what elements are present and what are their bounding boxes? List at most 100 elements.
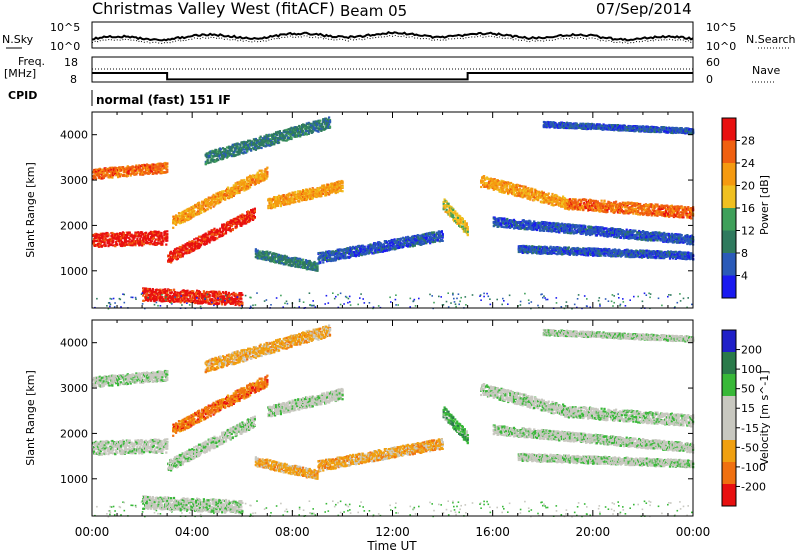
heatmap-cell: [502, 187, 505, 190]
heatmap-cell: [216, 237, 219, 240]
heatmap-cell: [152, 236, 155, 240]
heatmap-cell: [106, 232, 109, 235]
heatmap-cell: [485, 177, 488, 180]
heatmap-cell: [259, 173, 262, 176]
heatmap-cell: [320, 195, 323, 198]
heatmap-cell: [267, 137, 270, 140]
heatmap-cell: [101, 237, 104, 240]
heatmap-cell: [226, 194, 229, 197]
heatmap-cell: [277, 253, 281, 256]
heatmap-cell: [424, 234, 427, 237]
heatmap-cell: [510, 188, 513, 191]
heatmap-cell: [287, 256, 290, 259]
heatmap-cell: [127, 172, 130, 175]
freq-label: Freq.: [18, 55, 45, 68]
heatmap-cell: [357, 254, 360, 257]
heatmap-cell: [193, 211, 196, 215]
heatmap-cell: [263, 135, 266, 138]
heatmap-cell: [392, 243, 395, 246]
heatmap-cell: [192, 205, 195, 208]
heatmap-cell: [144, 170, 147, 173]
heatmap-cell: [111, 176, 114, 179]
heatmap-cell: [131, 236, 134, 239]
heatmap-cell: [330, 253, 334, 256]
heatmap-cell: [348, 252, 351, 255]
heatmap-cell: [256, 139, 259, 142]
heatmap-cell: [269, 251, 272, 254]
heatmap-cell: [521, 196, 524, 199]
heatmap-cell: [316, 269, 319, 272]
heatmap-cell: [256, 178, 259, 181]
heatmap-cell: [153, 240, 156, 243]
heatmap-cell: [283, 254, 286, 257]
heatmap-cell: [189, 209, 192, 212]
heatmap-cell: [406, 241, 409, 244]
heatmap-cell: [430, 232, 433, 235]
heatmap-cell: [324, 258, 327, 261]
heatmap-cell: [298, 200, 301, 203]
heatmap-cell: [342, 257, 345, 260]
heatmap-cell: [287, 194, 290, 197]
heatmap-cell: [389, 244, 392, 247]
heatmap-cell: [224, 148, 227, 151]
nsky-trace: [91, 31, 694, 42]
heatmap-cell: [489, 177, 492, 180]
heatmap-cell: [154, 163, 157, 166]
heatmap-cell: [115, 240, 118, 243]
heatmap-cell: [460, 220, 464, 223]
heatmap-cell: [379, 250, 382, 253]
heatmap-cell: [331, 187, 334, 190]
heatmap-cell: [337, 180, 340, 183]
heatmap-cell: [119, 239, 123, 242]
heatmap-cell: [135, 232, 138, 236]
heatmap-cell: [165, 243, 168, 246]
heatmap-cell: [339, 249, 342, 252]
heatmap-cell: [529, 191, 532, 194]
heatmap-cell: [296, 196, 299, 199]
heatmap-cell: [250, 140, 254, 143]
heatmap-cell: [230, 224, 233, 228]
heatmap-cell: [445, 200, 448, 203]
heatmap-cell: [528, 192, 531, 195]
heatmap-cell: [231, 192, 234, 195]
heatmap-cell: [408, 245, 412, 248]
heatmap-cell: [321, 128, 324, 131]
heatmap-cell: [360, 254, 363, 257]
heatmap-cell: [349, 246, 352, 249]
heatmap-cell: [484, 178, 487, 181]
heatmap-cell: [212, 193, 215, 196]
heatmap-cell: [143, 240, 146, 243]
heatmap-cell: [363, 245, 366, 248]
heatmap-cell: [265, 139, 268, 142]
freq-trace: [92, 72, 693, 81]
heatmap-cell: [233, 144, 236, 147]
heatmap-cell: [442, 202, 445, 206]
heatmap-cell: [412, 240, 415, 243]
heatmap-cell: [508, 182, 511, 186]
heatmap-cell: [287, 138, 290, 141]
heatmap-cell: [497, 180, 500, 183]
heatmap-cell: [299, 257, 302, 260]
heatmap-cell: [454, 210, 457, 213]
heatmap-cell: [274, 258, 277, 261]
heatmap-cell: [217, 229, 220, 232]
heatmap-cell: [456, 212, 459, 215]
heatmap-cell: [255, 175, 258, 178]
heatmap-cell: [250, 141, 254, 144]
heatmap-cell: [231, 193, 234, 196]
heatmap-cell: [260, 169, 263, 172]
heatmap-cell: [323, 184, 326, 187]
heatmap-cell: [221, 224, 224, 228]
heatmap-cell: [288, 128, 291, 131]
heatmap-cell: [100, 168, 103, 171]
heatmap-cell: [506, 182, 509, 185]
heatmap-cell: [134, 169, 137, 172]
heatmap-cell: [258, 138, 261, 141]
heatmap-cell: [302, 123, 306, 126]
heatmap-cell: [92, 178, 95, 181]
heatmap-cell: [178, 253, 181, 256]
heatmap-cell: [527, 197, 530, 200]
heatmap-cell: [119, 243, 122, 246]
heatmap-cell: [283, 136, 286, 139]
heatmap-cell: [266, 250, 269, 253]
